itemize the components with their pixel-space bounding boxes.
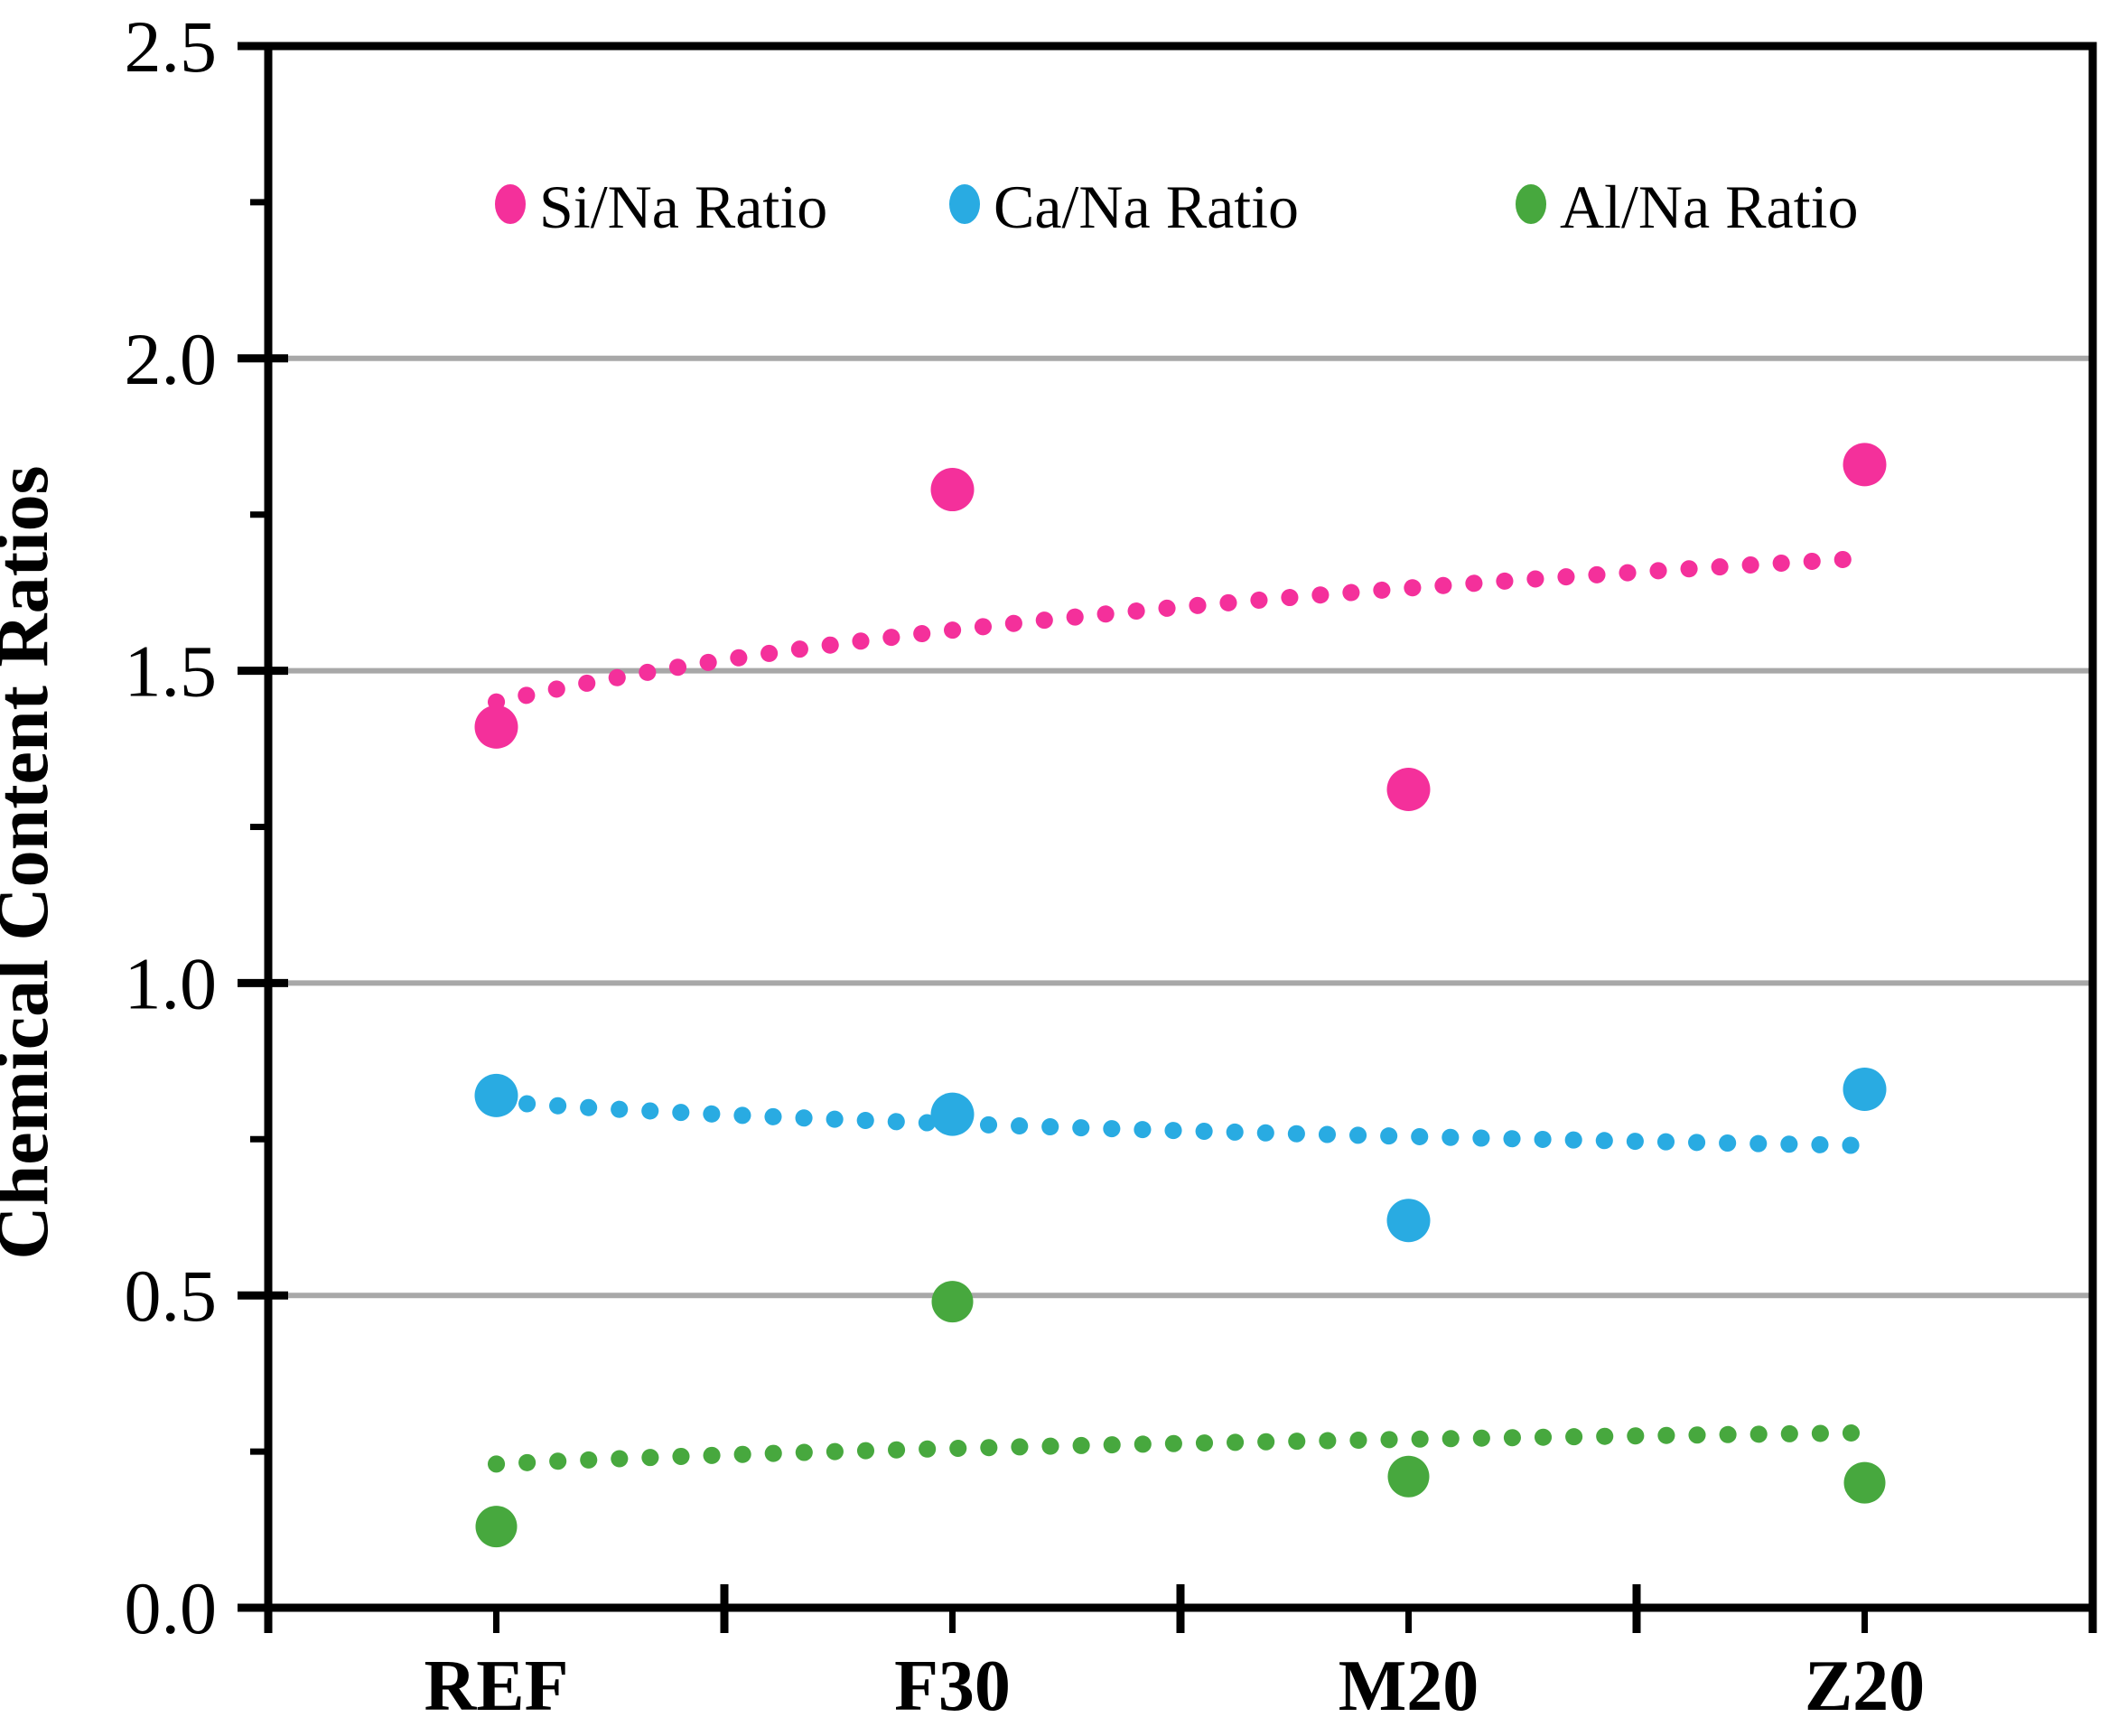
y-tick-label: 0.5 (125, 1255, 218, 1337)
legend-marker-icon (495, 184, 526, 224)
legend-label: Al/Na Ratio (1560, 173, 1859, 241)
data-point-si-na-ratio-z20 (1843, 443, 1887, 487)
data-point-si-na-ratio-ref (474, 705, 518, 749)
trendline-al-na-ratio (488, 1423, 1873, 1473)
y-axis-title: Chemical Content Ratios (0, 465, 63, 1259)
y-tick-label: 2.0 (125, 318, 218, 400)
trendline-ca-na-ratio (488, 1093, 1873, 1154)
data-point-al-na-ratio-m20 (1387, 1455, 1430, 1498)
x-category-label: F30 (894, 1647, 1011, 1726)
x-category-label: REF (425, 1647, 569, 1726)
legend-label: Ca/Na Ratio (994, 173, 1299, 241)
plot-frame (264, 42, 2097, 1612)
x-category-label: M20 (1339, 1647, 1479, 1726)
data-point-si-na-ratio-f30 (930, 468, 975, 512)
data-point-si-na-ratio-m20 (1386, 768, 1431, 812)
y-tick-label: 1.5 (125, 630, 218, 713)
legend-marker-icon (1516, 184, 1546, 224)
data-point-ca-na-ratio-ref (474, 1073, 518, 1117)
data-point-ca-na-ratio-f30 (930, 1092, 975, 1136)
y-tick-label: 1.0 (125, 942, 218, 1024)
data-point-ca-na-ratio-m20 (1386, 1199, 1431, 1243)
data-point-al-na-ratio-f30 (931, 1281, 974, 1323)
data-point-al-na-ratio-z20 (1843, 1461, 1886, 1504)
y-tick-label: 2.5 (125, 5, 218, 88)
legend-marker-icon (949, 184, 980, 224)
x-category-label: Z20 (1805, 1647, 1925, 1726)
legend-label: Si/Na Ratio (539, 173, 827, 241)
trendline-si-na-ratio (488, 549, 1873, 711)
data-point-ca-na-ratio-z20 (1843, 1067, 1887, 1111)
data-point-al-na-ratio-ref (475, 1506, 518, 1548)
y-tick-label: 0.0 (125, 1567, 218, 1649)
